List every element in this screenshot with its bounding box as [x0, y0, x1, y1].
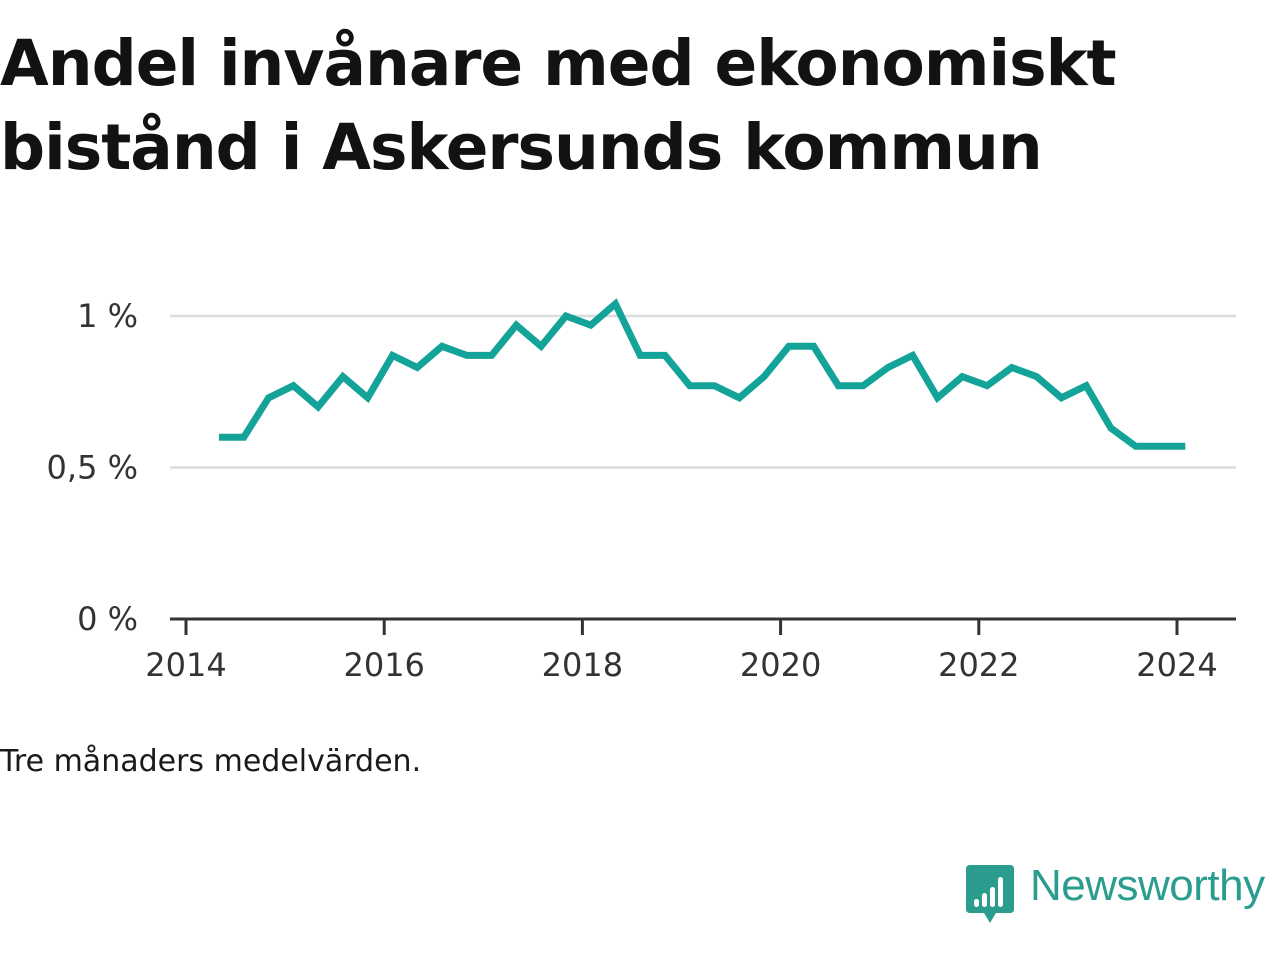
- brand-name: Newsworthy: [1030, 861, 1265, 910]
- y-tick-label: 0 %: [77, 600, 138, 638]
- line-chart: 0 % 0,5 % 1 % 2014 2016 2018 2020 2022 2024: [47, 297, 1236, 684]
- series-layer: [219, 298, 1186, 450]
- x-tick-label: 2016: [343, 646, 424, 684]
- x-tick-label: 2020: [740, 646, 821, 684]
- x-axis-labels: 2014 2016 2018 2020 2022 2024: [145, 646, 1217, 684]
- series-line: [219, 298, 1186, 450]
- brand-logo[interactable]: Newsworthy: [964, 862, 1265, 926]
- x-tick-label: 2024: [1136, 646, 1217, 684]
- x-tick-label: 2018: [542, 646, 623, 684]
- x-tick-label: 2022: [938, 646, 1019, 684]
- chart-title: Andel invånare med ekonomiskt bistånd i …: [0, 27, 1117, 184]
- y-tick-label: 1 %: [77, 297, 138, 335]
- y-tick-label: 0,5 %: [47, 449, 138, 487]
- y-axis-labels: 0 % 0,5 % 1 %: [47, 297, 138, 638]
- x-axis: [170, 617, 1236, 635]
- bar-chart-speech-bubble-icon: [966, 865, 1014, 923]
- x-tick-label: 2014: [145, 646, 226, 684]
- grid-lines: [170, 314, 1236, 469]
- chart-note: Tre månaders medelvärden.: [0, 744, 422, 779]
